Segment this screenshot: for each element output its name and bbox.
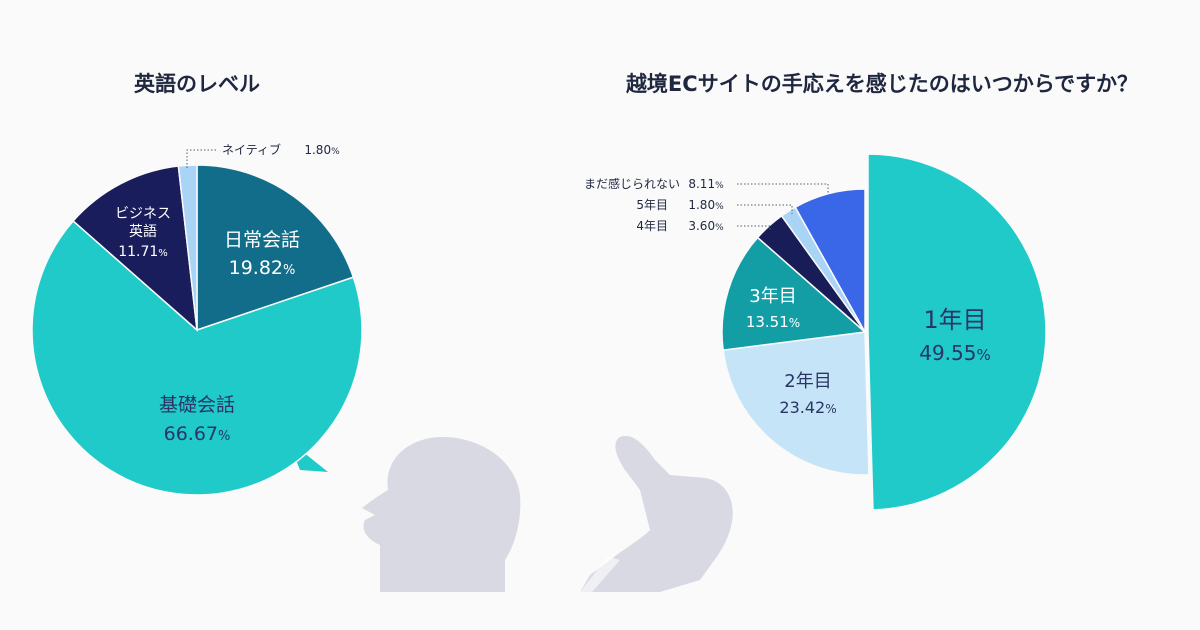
pie2-slice-4-label: 5年目: [636, 198, 668, 212]
pie1-slice-3: [177, 164, 198, 331]
pie2-slice-1: [722, 331, 870, 476]
pie2-slice-3-value: 3.60%: [688, 219, 724, 233]
pie2-slice-5: [794, 188, 866, 335]
pie2-slice-0-label: 1年目: [923, 306, 986, 334]
pie2-slice-5-label: まだ感じられない: [584, 176, 680, 191]
pie1-slice-2-label: ビジネス英語: [115, 206, 171, 240]
pie2-slice-5-value: 8.11%: [688, 177, 724, 191]
pie2-slice-2-value: 13.51%: [746, 313, 800, 331]
pie1-slice-3-leader: [186, 149, 217, 168]
person-silhouette-icon: [362, 435, 733, 592]
chart-2-title: 越境ECサイトの手応えを感じたのはいつからですか？: [625, 72, 1138, 96]
pie2-slice-4-value: 1.80%: [688, 198, 724, 212]
pie2-slice-1-label: 2年目: [784, 371, 831, 392]
pie1-slice-3-value: 1.80%: [304, 143, 340, 157]
pie1-slice-1: [31, 219, 363, 496]
pie2-slice-1-value: 23.42%: [779, 398, 836, 417]
pie1-slice-0-label: 日常会話: [224, 229, 300, 251]
pie2-slice-4-leader: [737, 204, 793, 214]
pie2-slice-0-value: 49.55%: [919, 341, 991, 365]
pie1-slice-1-label: 基礎会話: [159, 394, 235, 416]
pie1-slice-1-value: 66.67%: [164, 423, 231, 445]
pie2-slice-5-leader: [737, 183, 829, 193]
pie1-slice-2-value: 11.71%: [118, 244, 168, 260]
pie2-slice-3-leader: [737, 225, 771, 231]
pie1-slice-2: [72, 165, 198, 332]
pie2-slice-3-label: 4年目: [636, 219, 668, 233]
pie1-slice-0-value: 19.82%: [229, 257, 296, 279]
pie2-slice-2: [721, 236, 867, 351]
pie2-slice-0: [867, 153, 1047, 511]
chart-1-title: 英語のレベル: [134, 72, 260, 96]
pie1-slice-3-label: ネイティブ: [222, 142, 281, 157]
pie1-slice-0: [196, 164, 355, 332]
pie2-slice-2-label: 3年目: [749, 286, 796, 307]
